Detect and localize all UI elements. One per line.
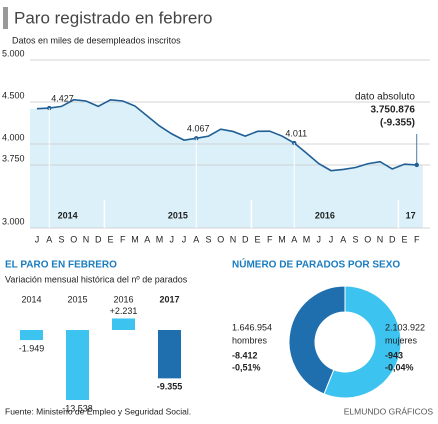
x-tick-label: 2015 xyxy=(67,294,87,304)
x-tick-label: O xyxy=(364,234,371,244)
line xyxy=(36,98,417,172)
x-tick-label: E xyxy=(401,234,407,244)
x-tick-label: S xyxy=(58,234,64,244)
bar-title: EL PARO EN FEBRERO xyxy=(5,260,117,271)
x-tick-label: M xyxy=(131,234,139,244)
x-tick-label: A xyxy=(291,234,297,244)
year-label: 2016 xyxy=(315,210,335,220)
area-fill xyxy=(30,99,423,228)
credit: ELMUNDO GRÁFICOS xyxy=(344,406,434,416)
category-label: mujeres xyxy=(385,335,418,345)
x-tick-label: J xyxy=(182,234,187,244)
bar xyxy=(66,330,89,400)
x-tick-label: 2016 xyxy=(113,294,133,304)
x-tick-label: M xyxy=(303,234,311,244)
pie-title: NÚMERO DE PARADOS POR SEXO xyxy=(232,258,400,271)
bar xyxy=(20,330,43,341)
y-tick-label: 3.000 xyxy=(2,216,25,226)
annotation-change: (-9.355) xyxy=(380,118,415,129)
value-label: +2.231 xyxy=(110,306,138,316)
x-tick-label: D xyxy=(389,234,396,244)
x-tick-label: J xyxy=(317,234,322,244)
x-tick-label: S xyxy=(205,234,211,244)
x-tick-label: D xyxy=(242,234,249,244)
title-bar xyxy=(3,7,8,29)
x-tick-label: D xyxy=(95,234,102,244)
x-tick-label: 2017 xyxy=(159,294,179,304)
x-tick-label: M xyxy=(278,234,286,244)
value-label: -13.538 xyxy=(62,403,93,413)
x-tick-label: N xyxy=(83,234,90,244)
x-tick-label: J xyxy=(170,234,175,244)
value-label: 4.067 xyxy=(187,124,210,134)
annotation: dato absoluto xyxy=(355,92,415,103)
change-pct-label: -0,51% xyxy=(232,362,261,372)
x-tick-label: F xyxy=(120,234,126,244)
bar-subtitle: Variación mensual histórica del nº de pa… xyxy=(5,274,188,284)
x-tick-label: J xyxy=(329,234,334,244)
x-tick-label: F xyxy=(267,234,273,244)
value-label: 1.646.954 xyxy=(232,322,272,332)
x-tick-label: A xyxy=(193,234,199,244)
value-label: 4.011 xyxy=(285,128,307,138)
year-label: 2015 xyxy=(168,210,188,220)
subtitle: Datos en miles de desempleados inscritos xyxy=(12,35,181,45)
x-tick-label: F xyxy=(414,234,420,244)
change-pct-label: -0,04% xyxy=(385,362,414,372)
value-label: -9.355 xyxy=(157,382,183,392)
y-tick-label: 4.000 xyxy=(2,132,25,142)
x-tick-label: E xyxy=(254,234,260,244)
bar xyxy=(158,330,181,379)
change-label: -943 xyxy=(385,350,403,360)
x-tick-label: M xyxy=(156,234,164,244)
pie-slice xyxy=(288,285,346,395)
pie-slice xyxy=(323,285,402,399)
value-label: -1.949 xyxy=(19,343,45,353)
value-label: 4.427 xyxy=(51,93,74,103)
x-tick-label: A xyxy=(144,234,150,244)
x-tick-label: O xyxy=(217,234,224,244)
y-tick-label: 5.000 xyxy=(2,48,25,58)
x-tick-label: A xyxy=(46,234,52,244)
x-tick-label: N xyxy=(377,234,384,244)
value-label: 2.103.922 xyxy=(385,322,425,332)
x-tick-label: E xyxy=(107,234,113,244)
category-label: hombres xyxy=(232,335,268,345)
x-tick-label: A xyxy=(340,234,346,244)
year-label: 17 xyxy=(406,210,416,220)
year-label: 2014 xyxy=(58,210,78,220)
x-tick-label: J xyxy=(35,234,40,244)
bar xyxy=(112,318,135,330)
y-tick-label: 4.500 xyxy=(2,90,25,100)
x-tick-label: 2014 xyxy=(21,294,41,304)
x-tick-label: O xyxy=(70,234,77,244)
x-tick-label: S xyxy=(352,234,358,244)
y-tick-label: 3.750 xyxy=(2,153,25,163)
source: Fuente: Ministerio de Empleo y Seguridad… xyxy=(5,406,191,416)
x-tick-label: N xyxy=(230,234,237,244)
title: Paro registrado en febrero xyxy=(14,8,212,27)
value-label: 3.750.876 xyxy=(371,105,416,116)
change-label: -8.412 xyxy=(232,350,258,360)
